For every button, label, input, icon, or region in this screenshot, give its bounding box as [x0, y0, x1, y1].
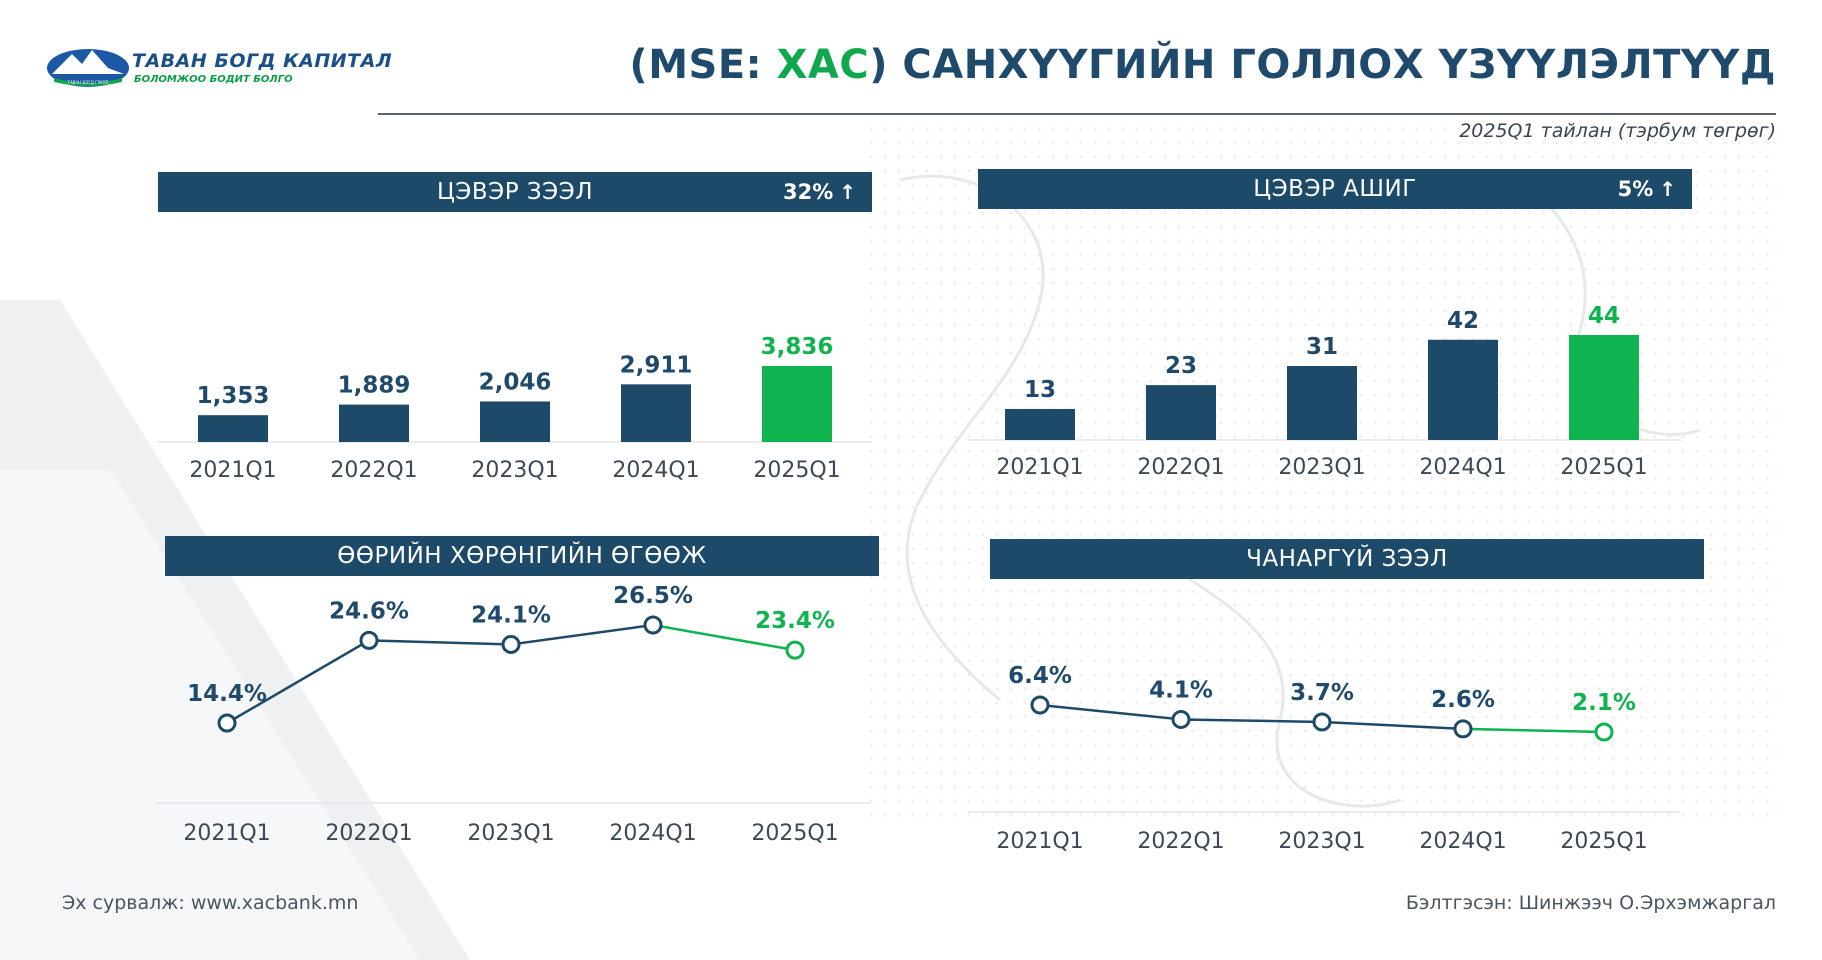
- brand-tagline: БОЛОМЖОО БОДИТ БОЛГО: [134, 74, 293, 85]
- data-label: 2.1%: [1572, 690, 1636, 716]
- data-point: [359, 630, 379, 650]
- bar: [1146, 385, 1216, 440]
- x-tick-label: 2024Q1: [1419, 455, 1506, 480]
- bar: [1428, 339, 1498, 440]
- x-tick-label: 2025Q1: [1560, 829, 1647, 854]
- bar: [762, 366, 832, 442]
- logo-emblem-text: ТАВАН БОГД ГРУПП: [67, 80, 109, 85]
- data-label: 24.6%: [329, 598, 409, 624]
- bar: [1005, 408, 1075, 440]
- data-label: 6.4%: [1008, 663, 1072, 689]
- series-line: [1462, 727, 1605, 734]
- panel-header-net-loans: ЦЭВЭР ЗЭЭЛ 32% ↑: [158, 172, 872, 212]
- arrow-up-icon: ↑: [1659, 177, 1676, 201]
- x-tick-label: 2022Q1: [325, 821, 412, 846]
- x-tick-label: 2022Q1: [1137, 829, 1224, 854]
- data-point: [1453, 719, 1473, 739]
- data-label: 2.6%: [1431, 687, 1495, 713]
- data-point: [643, 615, 663, 635]
- data-point: [217, 713, 237, 733]
- x-tick-label: 2023Q1: [471, 458, 558, 483]
- prepared-by-note: Бэлтгэсэн: Шинжээч О.Эрхэмжаргал: [1405, 892, 1776, 914]
- x-tick-label: 2023Q1: [467, 821, 554, 846]
- data-label: 44: [1588, 303, 1620, 329]
- series-line: [1039, 703, 1182, 721]
- data-label: 13: [1024, 377, 1056, 403]
- title-divider: [378, 113, 1776, 115]
- page-subtitle: 2025Q1 тайлан (тэрбум төгрөг): [1459, 120, 1776, 142]
- data-point: [1594, 722, 1614, 742]
- data-point: [785, 640, 805, 660]
- series-line: [226, 639, 370, 725]
- data-label: 26.5%: [613, 583, 693, 609]
- x-tick-label: 2025Q1: [751, 821, 838, 846]
- series-line: [1321, 720, 1464, 731]
- data-point: [1030, 695, 1050, 715]
- bar: [621, 384, 691, 442]
- x-tick-label: 2022Q1: [330, 458, 417, 483]
- series-line: [652, 623, 796, 652]
- bar: [1287, 366, 1357, 440]
- x-tick-label: 2025Q1: [1560, 455, 1647, 480]
- panel-header-roe: ӨӨРИЙН ХӨРӨНГИЙН ӨГӨӨЖ: [165, 536, 879, 576]
- data-label: 2,046: [479, 369, 552, 395]
- title-prefix: (MSE:: [629, 42, 777, 88]
- x-tick-label: 2021Q1: [996, 455, 1083, 480]
- change-badge: 5% ↑: [1618, 169, 1676, 209]
- source-note: Эх сурвалж: www.xacbank.mn: [62, 892, 359, 914]
- data-label: 42: [1447, 308, 1479, 334]
- x-tick-label: 2025Q1: [753, 458, 840, 483]
- x-tick-label: 2024Q1: [1419, 829, 1506, 854]
- bar: [1569, 335, 1639, 440]
- data-label: 23.4%: [755, 608, 835, 634]
- panel-title: ЦЭВЭР АШИГ: [1253, 176, 1417, 202]
- data-label: 31: [1306, 334, 1338, 360]
- panel-title: ЧАНАРГҮЙ ЗЭЭЛ: [1246, 546, 1448, 572]
- panel-header-net-profit: ЦЭВЭР АШИГ 5% ↑: [978, 169, 1692, 209]
- bar: [480, 401, 550, 442]
- data-label: 4.1%: [1149, 677, 1213, 703]
- mountain-logo-icon: ТАВАН БОГД ГРУПП: [47, 49, 129, 87]
- data-label: 1,889: [338, 373, 411, 399]
- x-tick-label: 2021Q1: [189, 458, 276, 483]
- page-title: (MSE: ХАС) САНХҮҮГИЙН ГОЛЛОХ ҮЗҮҮЛЭЛТҮҮД: [629, 42, 1776, 88]
- brand-logo: ТАВАН БОГД ГРУПП ТАВАН БОГД КАПИТАЛ БОЛО…: [46, 44, 392, 94]
- series-line: [368, 639, 512, 646]
- series-line: [1180, 718, 1323, 724]
- data-label: 24.1%: [471, 602, 551, 628]
- panel-title: ӨӨРИЙН ХӨРӨНГИЙН ӨГӨӨЖ: [337, 543, 707, 569]
- data-label: 1,353: [197, 383, 270, 409]
- x-tick-label: 2022Q1: [1137, 455, 1224, 480]
- change-value: 5%: [1617, 177, 1654, 201]
- series-line: [510, 623, 654, 646]
- data-point: [501, 634, 521, 654]
- data-point: [1171, 709, 1191, 729]
- x-tick-label: 2023Q1: [1278, 455, 1365, 480]
- x-tick-label: 2021Q1: [996, 829, 1083, 854]
- bar: [198, 415, 268, 442]
- title-ticker: ХАС: [776, 42, 870, 88]
- panel-title: ЦЭВЭР ЗЭЭЛ: [436, 179, 594, 205]
- change-value: 32%: [782, 180, 834, 204]
- data-point: [1312, 712, 1332, 732]
- x-tick-label: 2023Q1: [1278, 829, 1365, 854]
- title-suffix: ) САНХҮҮГИЙН ГОЛЛОХ ҮЗҮҮЛЭЛТҮҮД: [869, 42, 1776, 88]
- data-label: 2,911: [620, 352, 693, 378]
- bar: [339, 404, 409, 442]
- data-label: 3,836: [761, 334, 834, 360]
- arrow-up-icon: ↑: [839, 180, 856, 204]
- change-badge: 32% ↑: [783, 172, 856, 212]
- x-tick-label: 2024Q1: [609, 821, 696, 846]
- brand-name: ТАВАН БОГД КАПИТАЛ: [132, 50, 393, 72]
- x-tick-label: 2024Q1: [612, 458, 699, 483]
- data-label: 3.7%: [1290, 680, 1354, 706]
- panel-header-npl: ЧАНАРГҮЙ ЗЭЭЛ: [990, 539, 1704, 579]
- x-tick-label: 2021Q1: [183, 821, 270, 846]
- data-label: 14.4%: [187, 681, 267, 707]
- data-label: 23: [1165, 353, 1197, 379]
